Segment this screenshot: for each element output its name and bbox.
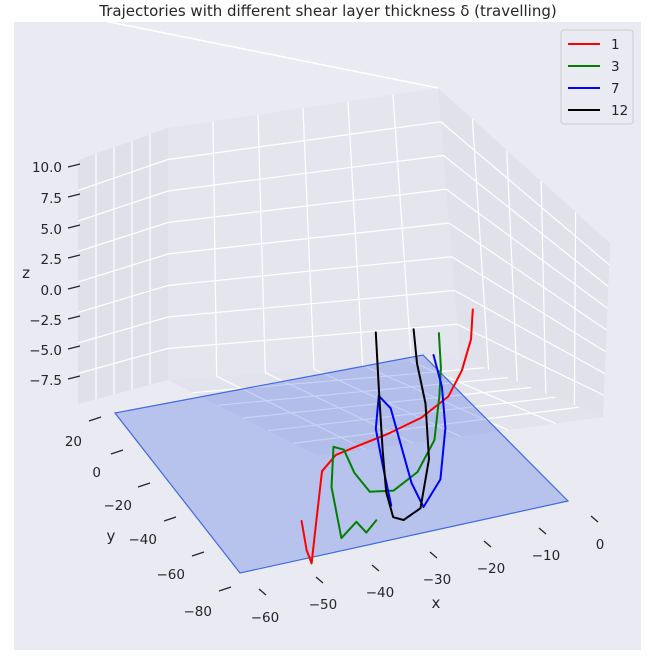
grid-line [451, 256, 606, 353]
tick-mark [67, 345, 81, 350]
grid-line [77, 347, 169, 375]
tick-mark [67, 193, 81, 198]
grid-line [77, 221, 169, 253]
z-axis-label: z [22, 264, 30, 282]
y-tick-label: −20 [104, 498, 133, 514]
tick-mark [67, 254, 81, 259]
x-tick-label: −20 [477, 561, 506, 577]
grid-line [440, 121, 610, 266]
y-tick-label: −60 [157, 567, 186, 583]
grid-line [445, 188, 608, 309]
tick-mark [538, 527, 547, 535]
series-line-1 [300, 308, 474, 565]
z-tick-label: 7.5 [41, 191, 62, 207]
tick-mark [67, 315, 81, 320]
tick-mark [371, 564, 380, 572]
grid-line [448, 222, 607, 331]
tick-mark [67, 224, 81, 229]
back-wall-pane [168, 88, 460, 380]
tick-mark [429, 551, 438, 559]
z-tick-label: 0.0 [41, 283, 62, 299]
x-axis-label: x [432, 594, 441, 612]
grid-line [454, 289, 606, 375]
legend: 1 3 7 12 [560, 29, 634, 125]
grid-line [167, 289, 455, 318]
grid-line [77, 316, 169, 344]
grid-line [573, 211, 577, 406]
tick-mark [67, 375, 81, 380]
tick-mark [67, 285, 81, 290]
z-tick-label: −2.5 [29, 313, 62, 329]
tick-marks [67, 163, 599, 596]
legend-label: 1 [611, 37, 620, 53]
tick-mark [163, 516, 177, 522]
x-tick-label: 0 [596, 537, 605, 553]
tick-mark [191, 551, 205, 557]
tick-mark [137, 482, 151, 488]
tick-mark [590, 515, 599, 523]
legend-label: 3 [611, 59, 620, 75]
grid-line [77, 158, 169, 192]
y-tick-label: −40 [129, 532, 158, 548]
grid-line [443, 155, 609, 287]
x-tick-label: −30 [423, 572, 452, 588]
z-tick-label: 5.0 [41, 222, 62, 238]
grid-line [471, 118, 490, 370]
y-tick-label: −80 [184, 604, 213, 620]
tick-mark [110, 449, 124, 455]
legend-box [560, 29, 634, 125]
z-tick-label: −7.5 [29, 373, 62, 389]
y-tick-label: 20 [65, 434, 82, 450]
z-plane [113, 354, 570, 574]
grid-line [540, 180, 547, 394]
grid-lines [0, 0, 610, 451]
x-tick-label: −10 [532, 548, 561, 564]
right-wall-pane [438, 88, 610, 417]
grid-line [456, 323, 605, 396]
grid-line [167, 222, 450, 255]
legend-label: 7 [611, 81, 620, 97]
grid-line [167, 121, 441, 161]
series-line-12 [374, 328, 430, 521]
series-group [300, 308, 474, 565]
tick-mark [315, 576, 324, 584]
x-tick-label: −60 [251, 610, 280, 626]
left-wall-pane [78, 128, 168, 404]
grid-line [167, 188, 447, 224]
y-axis-label: y [107, 527, 116, 545]
grid-line [506, 149, 518, 382]
series-line-7 [374, 354, 447, 508]
tick-mark [258, 588, 267, 596]
grid-line [411, 361, 556, 425]
grid-line [0, 0, 439, 89]
z-tick-label: 10.0 [32, 160, 62, 176]
grid-line [167, 154, 444, 192]
y-tick-label: 0 [92, 465, 101, 481]
tick-mark [67, 163, 81, 168]
grid-line [77, 190, 169, 222]
x-tick-label: −40 [366, 585, 395, 601]
z-tick-label: −5.0 [29, 343, 62, 359]
grid-line [77, 284, 169, 314]
grid-line [167, 256, 452, 287]
z-tick-label: 2.5 [41, 252, 62, 268]
tick-mark [88, 416, 102, 422]
chart-title: Trajectories with different shear layer … [98, 2, 556, 20]
legend-label: 12 [611, 103, 628, 119]
grid-line [167, 323, 458, 350]
tick-mark [218, 586, 232, 592]
grid-line [77, 253, 169, 283]
series-line-3 [330, 332, 442, 540]
tick-mark [483, 540, 492, 548]
x-tick-label: −50 [309, 597, 338, 613]
